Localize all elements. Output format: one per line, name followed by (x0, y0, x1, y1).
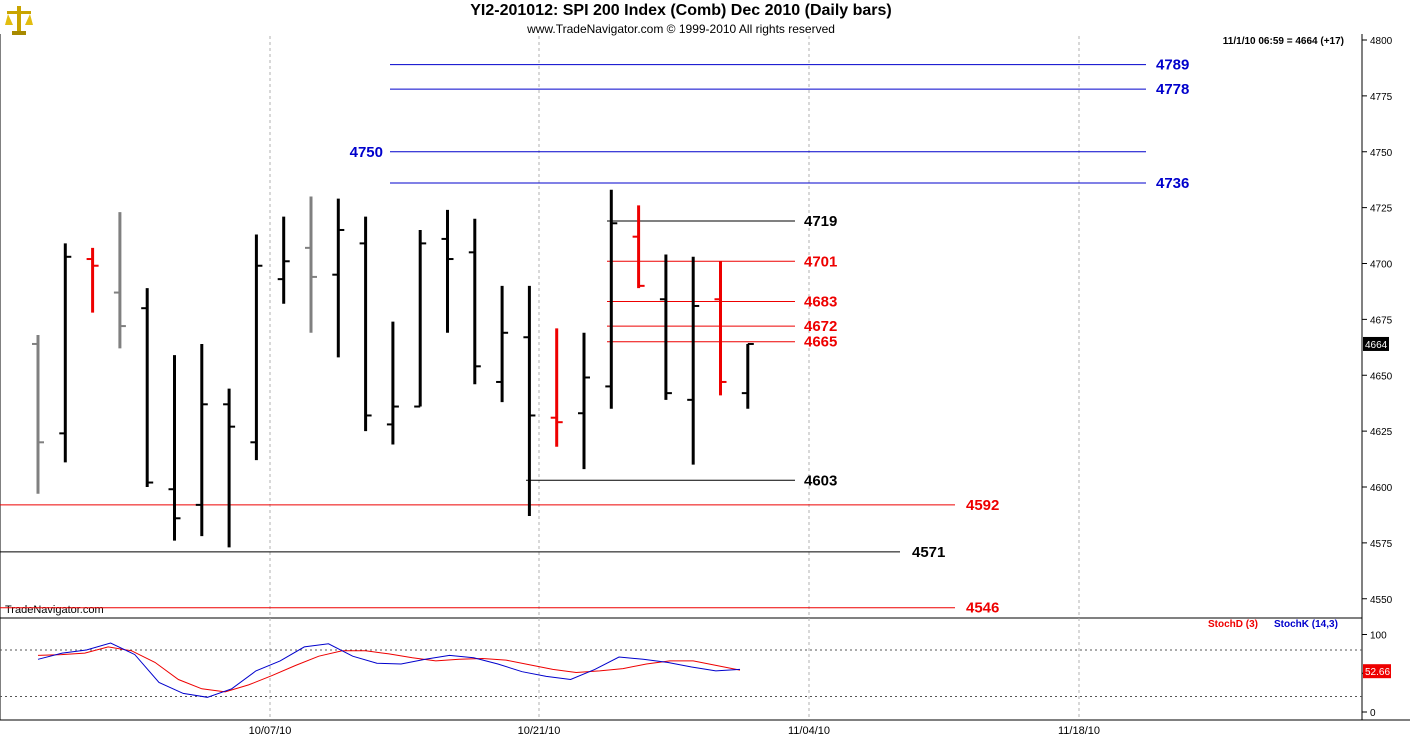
last-price-label: 4664 (1365, 340, 1388, 351)
x-tick-label: 11/04/10 (788, 725, 830, 737)
level-label: 4592 (966, 497, 999, 514)
stoch-value-tag (1363, 664, 1391, 679)
y-tick-label: 4800 (1370, 36, 1393, 47)
level-label: 4789 (1156, 57, 1189, 74)
x-tick-label: 10/07/10 (249, 725, 292, 737)
y-tick-label: 4650 (1370, 371, 1393, 382)
y-tick-label: 4675 (1370, 315, 1393, 326)
level-label: 4778 (1156, 81, 1189, 98)
stoch-d-legend: StochD (3) (1208, 619, 1258, 630)
level-label: 4546 (966, 600, 999, 617)
stoch-series-line (37, 646, 741, 693)
y-tick-label: 4575 (1370, 539, 1393, 550)
tradenavigator-logo-icon (4, 3, 34, 37)
level-label: 4603 (804, 472, 837, 489)
y-tick-label: 4775 (1370, 92, 1393, 103)
brand-label: TradeNavigator.com (5, 604, 104, 616)
last-quote: 11/1/10 06:59 = 4664 (+17) (1222, 36, 1344, 47)
chart-title: YI2-201012: SPI 200 Index (Comb) Dec 201… (470, 2, 892, 19)
y-tick-label: 4550 (1370, 595, 1393, 606)
x-tick-label: 10/21/10 (518, 725, 561, 737)
level-label: 4750 (350, 144, 383, 161)
y-tick-label: 4750 (1370, 148, 1393, 159)
stoch-tick-label: 0 (1370, 708, 1376, 719)
y-tick-label: 4700 (1370, 260, 1393, 271)
level-label: 4665 (804, 334, 837, 351)
level-label: 4672 (804, 318, 837, 335)
level-label: 4736 (1156, 175, 1189, 192)
y-tick-label: 4725 (1370, 204, 1393, 215)
stoch-tick-label: 100 (1370, 631, 1387, 642)
level-label: 4683 (804, 293, 837, 310)
x-tick-label: 11/18/10 (1058, 725, 1100, 737)
level-label: 4701 (804, 253, 837, 270)
level-label: 4571 (912, 544, 945, 561)
chart-subtitle: www.TradeNavigator.com © 1999-2010 All r… (527, 22, 835, 36)
level-label: 4719 (804, 213, 837, 230)
stoch-k-legend: StochK (14,3) (1274, 619, 1338, 630)
last-price-tag (1363, 336, 1389, 351)
stoch-series-line (37, 642, 741, 698)
stoch-value-label: 52.66 (1365, 667, 1390, 678)
y-tick-label: 4625 (1370, 427, 1393, 438)
y-tick-label: 4600 (1370, 483, 1393, 494)
